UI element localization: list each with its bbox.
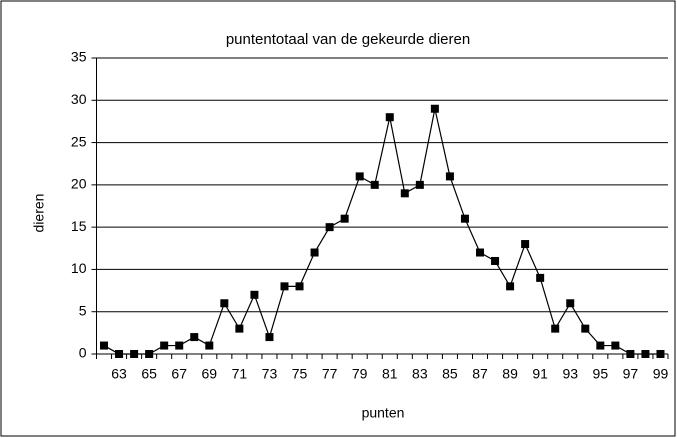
y-tick-label: 10 [71,260,87,276]
data-point [415,180,424,189]
data-point [205,341,214,350]
data-point [190,333,199,342]
data-point [385,113,394,122]
data-point [400,189,409,198]
data-point [310,248,319,257]
data-point [460,214,469,223]
data-point [491,256,500,265]
data-point [115,350,124,358]
data-point [325,223,334,232]
y-tick-label: 5 [79,302,87,318]
x-tick-label: 71 [232,366,248,382]
data-point [641,350,650,358]
x-axis-label: punten [362,405,405,421]
x-tick-label: 87 [472,366,488,382]
x-tick-label: 75 [292,366,308,382]
x-tick-label: 89 [502,366,518,382]
data-point [340,214,349,223]
x-tick-label: 99 [653,366,669,382]
data-point [280,282,289,291]
x-tick-label: 93 [562,366,578,382]
x-tick-label: 65 [141,366,157,382]
y-tick-label: 0 [79,345,87,361]
data-point [656,350,665,358]
data-point [551,324,560,333]
data-point [235,324,244,333]
data-point [521,240,530,249]
data-point [611,341,620,350]
x-tick-label: 69 [202,366,218,382]
data-point [445,172,454,181]
y-tick-label: 20 [71,176,87,192]
data-point [476,248,485,257]
x-tick-label: 83 [412,366,428,382]
x-tick-label: 77 [322,366,338,382]
y-tick-label: 15 [71,218,87,234]
data-point [370,180,379,189]
data-point [250,290,259,299]
data-point [265,333,274,342]
x-tick-label: 79 [352,366,368,382]
data-point [430,104,439,113]
data-point [566,299,575,308]
data-point [100,341,109,350]
chart-title: puntentotaal van de gekeurde dieren [226,31,470,48]
y-axis-label: dieren [31,194,47,233]
data-point [596,341,605,350]
x-tick-label: 95 [593,366,609,382]
y-tick-label: 25 [71,133,87,149]
data-point [536,273,545,282]
y-tick-label: 35 [71,49,87,65]
x-tick-label: 85 [442,366,458,382]
x-tick-label: 81 [382,366,398,382]
y-tick-label: 30 [71,91,87,107]
x-tick-label: 73 [262,366,278,382]
data-point [506,282,515,291]
data-point [160,341,169,350]
x-tick-label: 67 [171,366,187,382]
data-point [295,282,304,291]
x-tick-label: 63 [111,366,127,382]
data-point [175,341,184,350]
x-tick-label: 91 [532,366,548,382]
data-point [355,172,364,181]
data-point [626,350,635,358]
x-tick-label: 97 [623,366,639,382]
data-point [145,350,154,358]
data-point [130,350,139,358]
data-point [581,324,590,333]
data-point [220,299,229,308]
